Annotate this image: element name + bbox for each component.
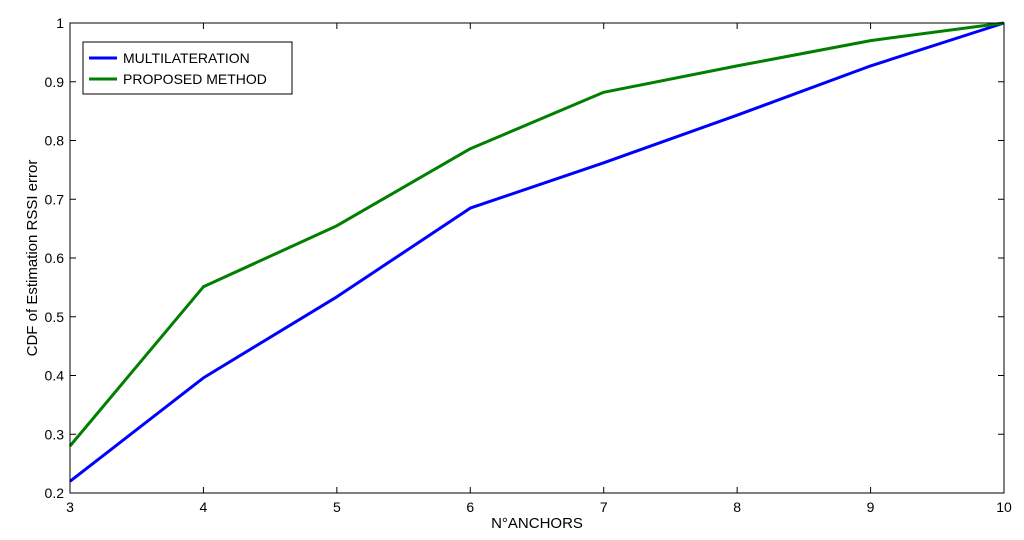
y-tick-label: 0.5 xyxy=(45,309,65,325)
x-tick-label: 6 xyxy=(466,499,474,515)
y-tick-label: 1 xyxy=(56,15,64,31)
y-tick-label: 0.6 xyxy=(45,250,65,266)
legend-label-multilateration: MULTILATERATION xyxy=(123,50,250,66)
series-line-multilateration xyxy=(69,21,1005,483)
x-tick-label: 10 xyxy=(996,499,1012,515)
series-line-proposed-method xyxy=(68,21,1005,447)
x-tick-label: 9 xyxy=(867,499,875,515)
y-tick-label: 0.2 xyxy=(45,485,65,501)
y-tick-label: 0.8 xyxy=(45,133,65,149)
series-layer xyxy=(68,21,1005,483)
x-axis-label: N°ANCHORS xyxy=(491,515,583,532)
legend: MULTILATERATION PROPOSED METHOD xyxy=(82,41,293,95)
y-tick-label: 0.3 xyxy=(45,426,65,442)
x-tick-label: 7 xyxy=(600,499,608,515)
x-tick-label: 8 xyxy=(733,499,741,515)
y-axis-ticks: 0.2 0.3 0.4 0.5 0.6 0.7 0.8 0.9 1 xyxy=(45,15,1004,501)
legend-label-proposed-method: PROPOSED METHOD xyxy=(123,71,267,87)
plot-frame xyxy=(69,22,1005,494)
x-tick-label: 5 xyxy=(333,499,341,515)
y-tick-label: 0.9 xyxy=(45,74,65,90)
x-tick-label: 4 xyxy=(200,499,208,515)
x-tick-label: 3 xyxy=(66,499,74,515)
x-axis-ticks: 3 4 5 6 7 8 9 10 xyxy=(66,23,1012,515)
y-axis-label: CDF of Estimation RSSI error xyxy=(24,160,41,357)
legend-box xyxy=(82,41,293,95)
y-tick-label: 0.7 xyxy=(45,191,65,207)
y-tick-label: 0.4 xyxy=(45,368,65,384)
